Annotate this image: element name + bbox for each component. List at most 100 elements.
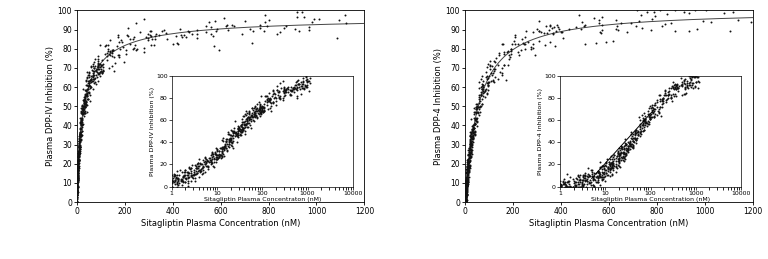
Point (477, 93, 489, 98)
Point (464, 143, 476, 147)
Point (460, 179, 472, 183)
Point (71, 190, 83, 194)
Point (71, 167, 84, 171)
Point (85, 74, 98, 78)
Point (472, 110, 484, 114)
Point (461, 175, 473, 179)
Point (466, 134, 478, 138)
Point (75, 126, 88, 130)
Point (114, 47, 126, 51)
Point (210, 19, 222, 23)
Point (459, 196, 472, 200)
Point (74, 147, 86, 151)
Point (502, 62, 515, 67)
Point (72, 161, 84, 165)
Point (145, 37, 157, 41)
Point (96, 57, 108, 62)
Point (460, 184, 472, 188)
Point (71, 185, 84, 189)
Point (468, 126, 480, 131)
Point (462, 166, 474, 170)
Point (80, 98, 92, 103)
Point (71, 185, 84, 189)
Point (484, 64, 496, 68)
Point (271, 32, 283, 36)
Point (460, 182, 472, 186)
Point (88, 77, 100, 81)
Point (92, 63, 104, 67)
Point (71, 179, 84, 183)
Point (460, 189, 472, 193)
Point (73, 166, 85, 170)
Point (73, 139, 85, 143)
Point (182, 30, 194, 34)
Point (488, 60, 501, 64)
Point (475, 92, 488, 96)
Point (71, 183, 84, 187)
Point (82, 81, 94, 85)
Point (105, 64, 118, 68)
Point (461, 181, 473, 185)
Point (93, 62, 105, 66)
Point (78, 102, 90, 106)
Point (611, 24, 623, 28)
Point (92, 64, 104, 68)
Point (467, 135, 479, 139)
Point (588, 16, 601, 20)
Point (78, 110, 90, 114)
Point (462, 170, 474, 174)
Point (469, 110, 482, 114)
Point (121, 26, 134, 31)
Point (258, 29, 270, 33)
Point (477, 89, 489, 93)
Point (273, 30, 286, 34)
Point (84, 84, 96, 88)
Point (459, 200, 472, 204)
Point (459, 200, 472, 204)
Point (460, 185, 472, 189)
Point (690, 27, 703, 31)
Point (71, 153, 84, 157)
Point (131, 47, 144, 52)
Point (140, 35, 152, 39)
Point (462, 176, 474, 181)
Point (73, 139, 85, 143)
Point (459, 200, 472, 204)
Point (462, 190, 474, 195)
Point (459, 198, 472, 202)
Point (71, 181, 84, 185)
Point (73, 146, 85, 150)
Point (75, 117, 88, 121)
Point (72, 160, 84, 164)
Point (145, 34, 157, 38)
Point (97, 69, 109, 73)
Point (493, 53, 505, 57)
Point (654, 8, 666, 12)
Point (120, 52, 132, 56)
Point (470, 116, 482, 120)
Point (72, 166, 84, 170)
Point (71, 187, 83, 191)
Point (462, 175, 474, 179)
Point (462, 162, 474, 167)
Point (78, 105, 91, 109)
Point (72, 154, 84, 158)
Point (71, 158, 84, 162)
Point (147, 42, 160, 47)
Point (144, 43, 157, 47)
Point (78, 95, 90, 99)
Point (71, 183, 84, 188)
Point (459, 199, 472, 203)
Point (461, 182, 473, 186)
Point (72, 151, 84, 155)
Point (78, 104, 90, 108)
Point (71, 177, 84, 181)
Point (87, 69, 99, 73)
Point (73, 145, 85, 149)
Point (79, 104, 91, 108)
Point (459, 188, 472, 192)
Point (71, 168, 84, 172)
Point (85, 78, 98, 82)
Point (73, 139, 85, 143)
Point (203, 20, 215, 24)
